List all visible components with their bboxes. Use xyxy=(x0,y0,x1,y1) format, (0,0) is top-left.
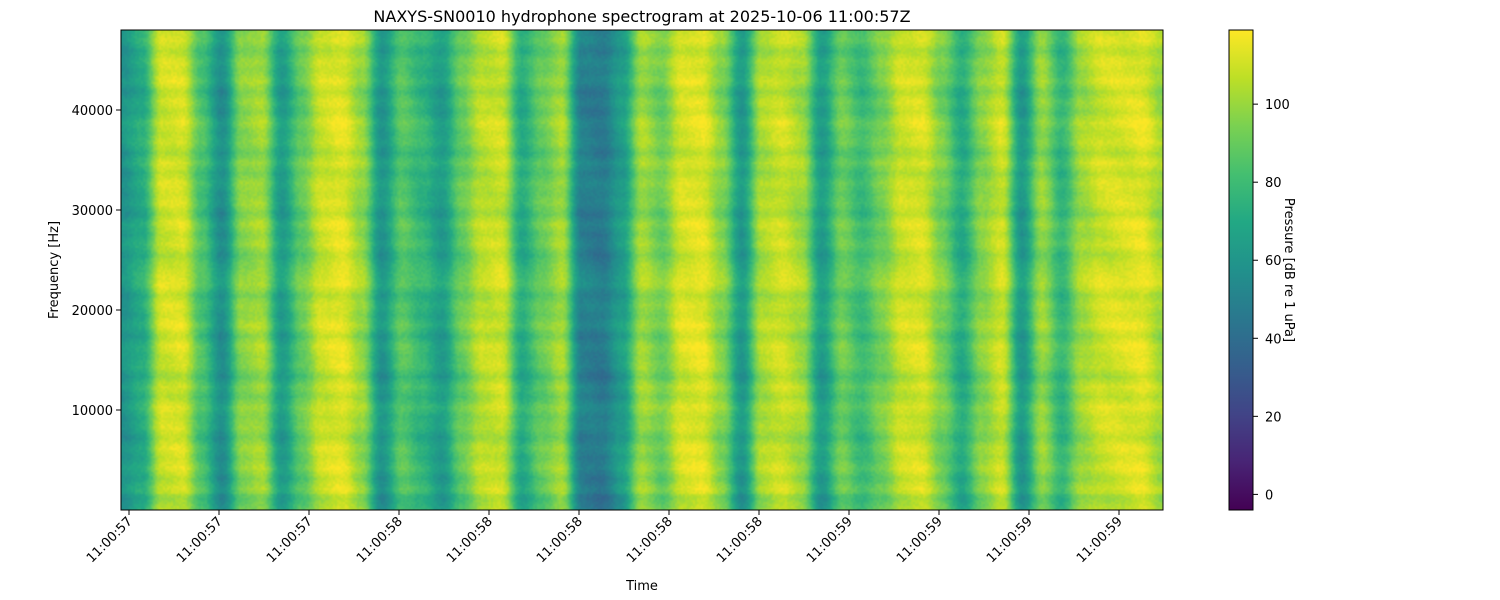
colorbar: 0 20 40 60 80 100 Pressure [dB re 1 uPa] xyxy=(1228,29,1296,511)
chart-title: NAXYS-SN0010 hydrophone spectrogram at 2… xyxy=(373,7,910,26)
x-axis-title: Time xyxy=(625,579,658,594)
x-tick-label: 11:00:57 xyxy=(264,514,316,566)
colorbar-tick-label: 60 xyxy=(1265,254,1282,269)
x-axis: 11:00:57 11:00:57 11:00:57 11:00:58 11:00:58… xyxy=(84,510,1126,566)
y-tick-label: 40000 xyxy=(72,104,113,119)
x-tick-label: 11:00:58 xyxy=(444,514,496,566)
x-tick-label: 11:00:58 xyxy=(354,514,406,566)
x-tick-label: 11:00:59 xyxy=(804,514,856,566)
colorbar-frame xyxy=(1228,29,1254,511)
y-axis-title: Frequency [Hz] xyxy=(47,221,62,319)
colorbar-gradient xyxy=(1229,30,1253,510)
colorbar-tick-label: 80 xyxy=(1265,176,1282,191)
plot-frame xyxy=(120,29,1164,511)
x-tick-label: 11:00:58 xyxy=(624,514,676,566)
x-tick-label: 11:00:58 xyxy=(714,514,766,566)
x-tick-label: 11:00:58 xyxy=(534,514,586,566)
x-tick-label: 11:00:59 xyxy=(1074,514,1126,566)
colorbar-tick-label: 20 xyxy=(1265,410,1282,425)
y-tick-label: 30000 xyxy=(72,204,113,219)
y-axis: 10000 20000 30000 40000 xyxy=(72,104,121,419)
colorbar-ticks: 0 20 40 60 80 100 xyxy=(1253,98,1290,503)
colorbar-tick-label: 40 xyxy=(1265,332,1282,347)
colorbar-title: Pressure [dB re 1 uPa] xyxy=(1281,198,1296,342)
x-tick-label: 11:00:57 xyxy=(84,514,136,566)
colorbar-tick-label: 0 xyxy=(1265,488,1273,503)
y-tick-label: 10000 xyxy=(72,404,113,419)
x-tick-label: 11:00:57 xyxy=(174,514,226,566)
spectrogram-plot-area xyxy=(121,30,1163,510)
colorbar-tick-label: 100 xyxy=(1265,98,1290,113)
y-tick-label: 20000 xyxy=(72,304,113,319)
spectrogram-image xyxy=(121,30,1163,510)
x-tick-label: 11:00:59 xyxy=(984,514,1036,566)
x-tick-label: 11:00:59 xyxy=(894,514,946,566)
